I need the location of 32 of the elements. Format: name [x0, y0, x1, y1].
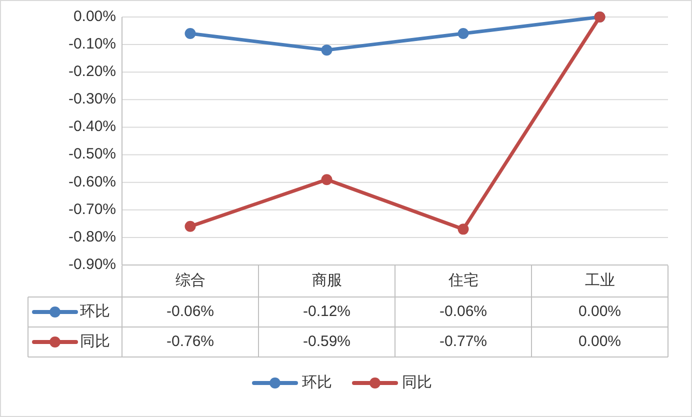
x-tick-label: 工业	[584, 272, 615, 289]
point	[321, 44, 332, 56]
point	[184, 28, 196, 40]
data-label: 0.00%	[578, 302, 622, 320]
x-tick-label: 商服	[312, 272, 342, 289]
y-tick-label: -0.30%	[68, 90, 116, 108]
data-label: -0.59%	[302, 332, 351, 350]
legend-label: 同比	[80, 332, 110, 350]
legend-label: 环比	[80, 302, 110, 320]
x-tick-label: 住宅	[447, 272, 478, 289]
data-label: -0.12%	[302, 302, 351, 320]
y-tick-label: -0.70%	[68, 200, 116, 218]
data-label: -0.06%	[439, 302, 488, 320]
data-label: -0.77%	[439, 332, 488, 350]
data-label: 0.00%	[578, 332, 622, 350]
y-tick-label: -0.10%	[68, 36, 116, 53]
y-tick-label: -0.80%	[68, 228, 116, 246]
x-tick-label: 综合	[175, 272, 206, 289]
y-tick-label: -0.20%	[68, 63, 116, 80]
point	[458, 28, 469, 40]
y-tick-label: -0.60%	[68, 173, 116, 190]
point	[321, 174, 332, 186]
point	[184, 220, 196, 232]
point	[458, 224, 469, 235]
text: 同比	[402, 374, 432, 391]
y-tick-label: -0.40%	[68, 118, 116, 136]
y-tick-label: -0.90%	[68, 256, 116, 273]
data-label: -0.06%	[166, 302, 214, 320]
text: 环比	[302, 374, 332, 391]
y-tick-label: -0.50%	[68, 146, 116, 163]
data-label: -0.76%	[166, 332, 214, 350]
y-tick-label: 0.00%	[73, 8, 116, 25]
